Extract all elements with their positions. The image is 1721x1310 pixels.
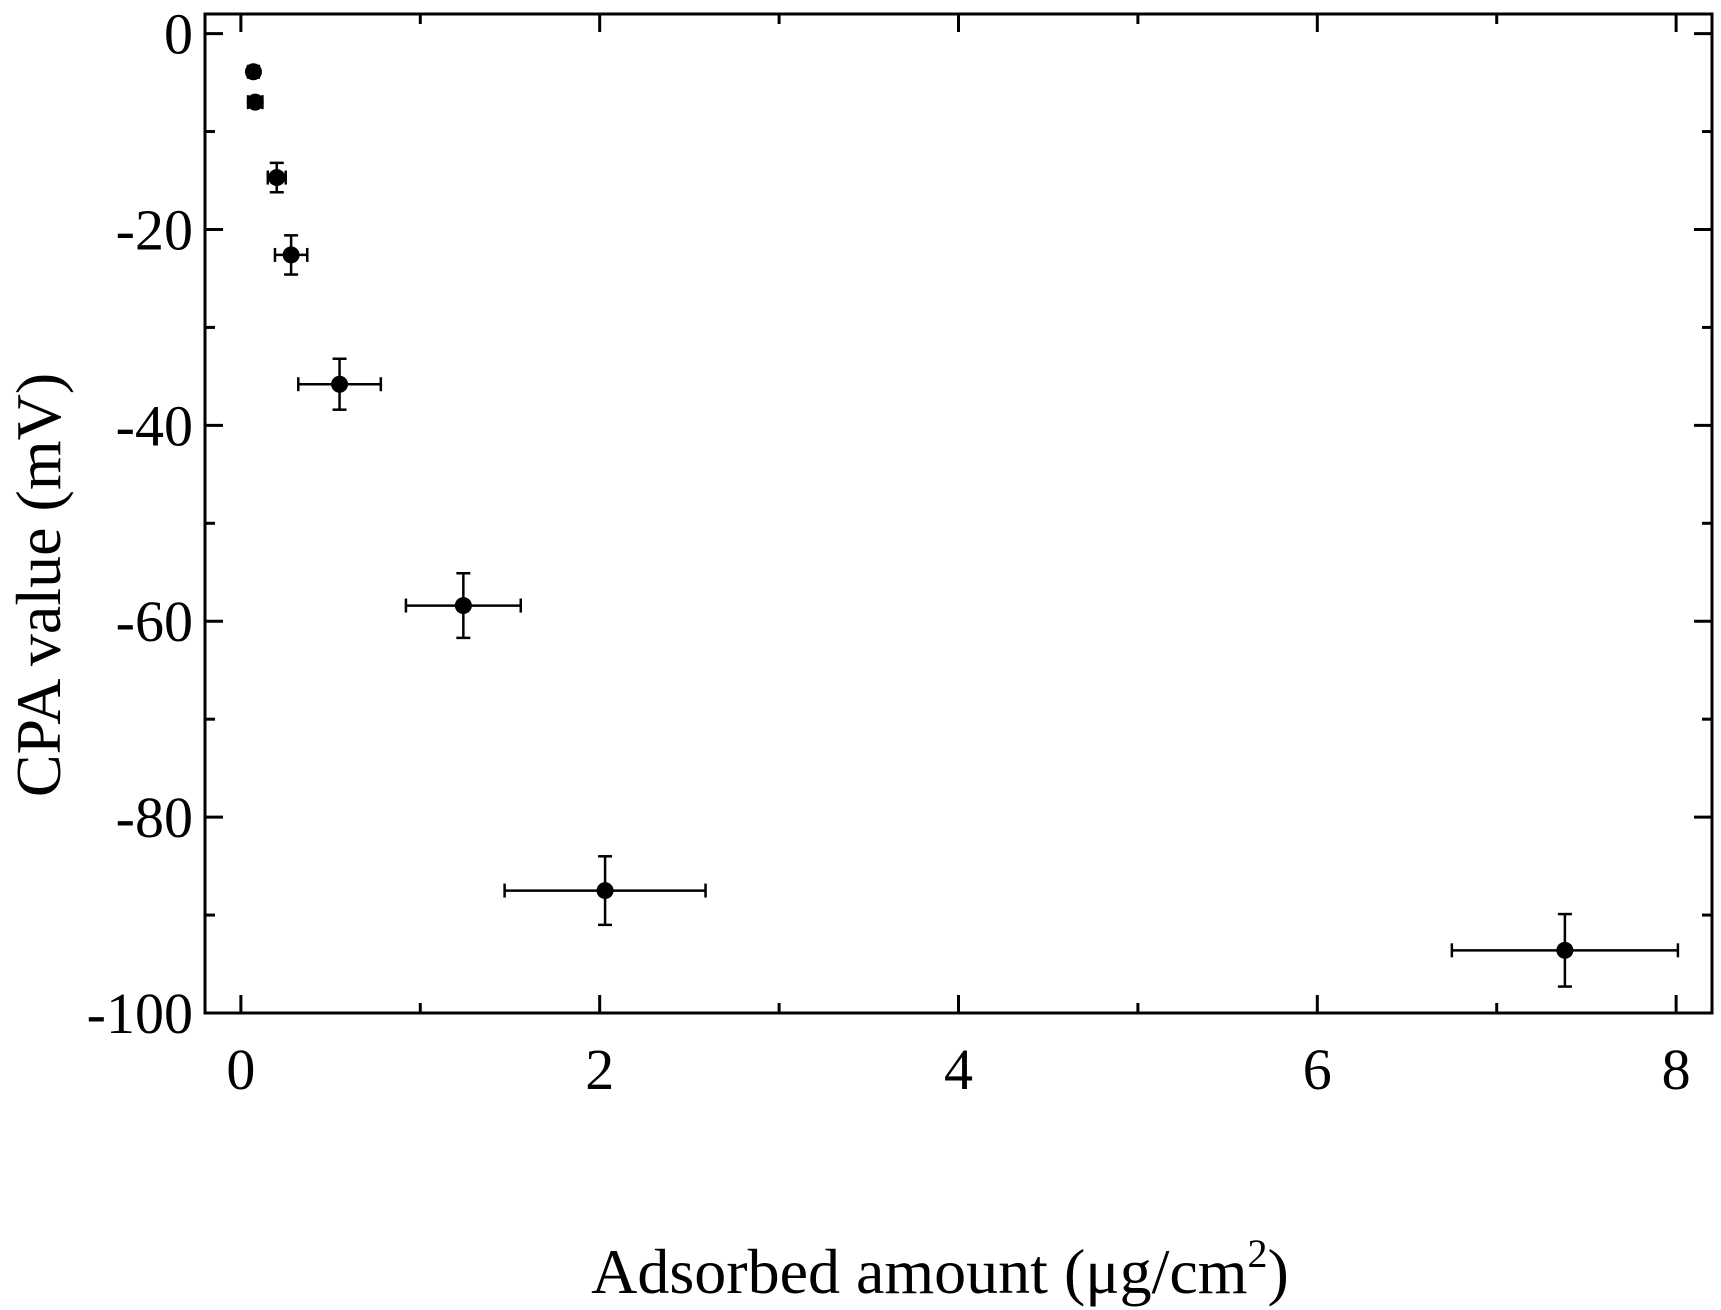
data-point [404,571,523,640]
point-marker [246,93,264,111]
x-axis-title-main: Adsorbed amount (μg/cm [591,1236,1247,1307]
y-tick-label: -20 [116,197,193,262]
point-marker [1556,941,1574,959]
data-point [266,161,287,194]
y-tick-label: -40 [116,393,193,458]
point-marker [331,375,349,393]
point-marker [268,169,286,187]
x-axis-title-superscript: 2 [1248,1231,1268,1276]
data-point [244,63,262,81]
y-tick-label: -100 [87,981,193,1046]
x-axis-title-suffix: ) [1268,1236,1289,1307]
plot-frame [203,12,1714,1015]
y-axis-title: CPA value (mV) [3,373,74,797]
data-point [246,93,264,111]
y-tick-label: -60 [116,589,193,654]
data-point [1450,912,1680,988]
axis-labels: Adsorbed amount (μg/cm2) CPA value (mV) [3,373,1289,1307]
data-point [273,234,309,276]
data-point [297,357,383,411]
point-marker [244,63,262,81]
x-tick-label: 8 [1662,1037,1691,1102]
y-tick-label: 0 [164,2,193,67]
axes: 0 2 4 6 8 0 -20 -40 -60 -80 -100 [87,2,1714,1102]
point-marker [454,597,472,615]
x-tick-label: 2 [585,1037,614,1102]
x-tick-label: 4 [944,1037,973,1102]
data-point [503,855,707,927]
x-tick-label: 6 [1303,1037,1332,1102]
data-points [244,63,1680,988]
point-marker [282,246,300,264]
x-tick-label: 0 [226,1037,255,1102]
x-axis-title: Adsorbed amount (μg/cm2) [591,1231,1289,1307]
point-marker [596,882,614,900]
y-tick-label: -80 [116,785,193,850]
